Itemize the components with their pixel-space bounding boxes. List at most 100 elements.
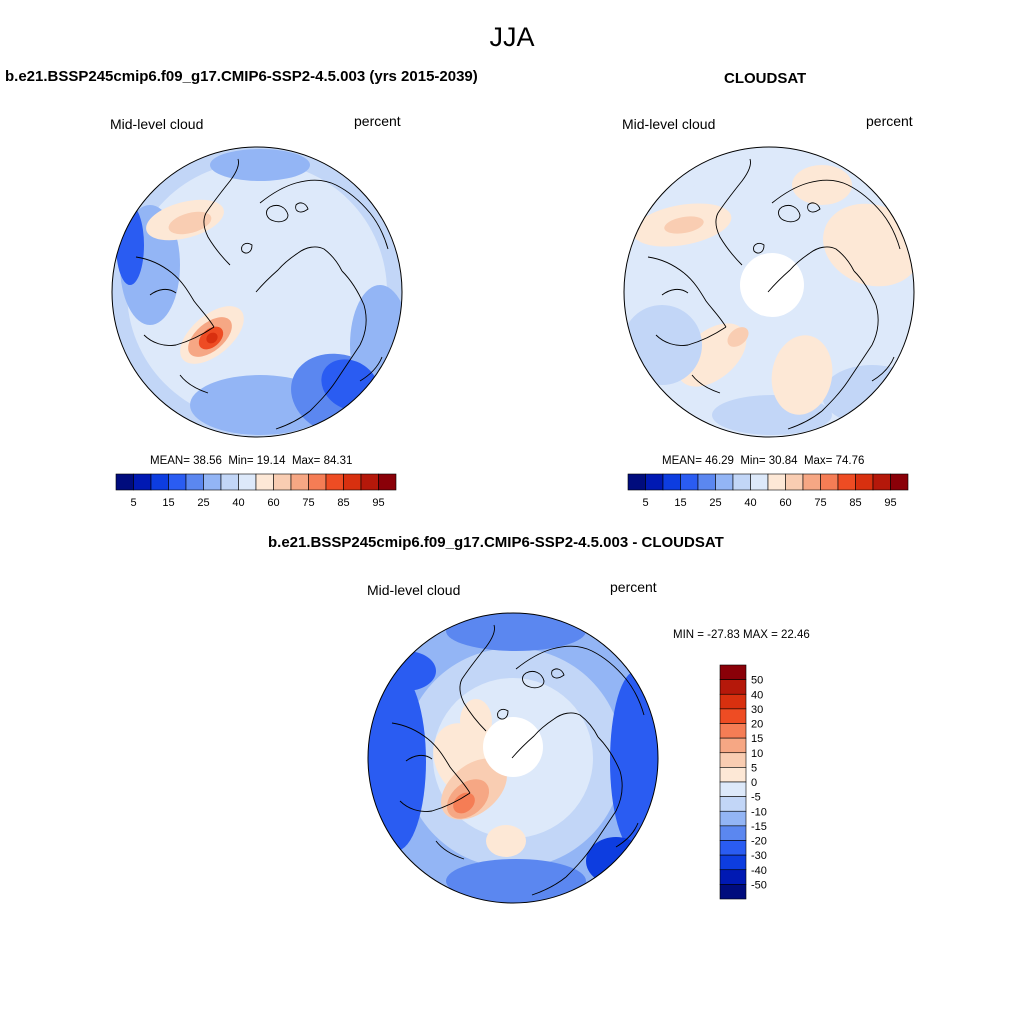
panel1-colorbar-box [290,473,309,491]
panel2-title: CLOUDSAT [724,70,807,87]
coastline [275,410,311,430]
panel2-colorbar-tick: 40 [744,497,756,509]
panel1-colorbar-tick: 5 [130,497,136,509]
coastline [459,678,487,732]
panel1-colorbar-tick: 75 [302,497,314,509]
panel1-max-label: Max= [291,455,321,467]
panel3-colorbar-box [719,767,747,783]
panel1-min-value: 19.14 [256,455,286,467]
panel1-mean-value: 38.56 [193,455,222,467]
coastline [565,810,617,878]
coastline [531,876,567,896]
map-boundary [623,146,915,438]
filled-contours [624,147,914,437]
coastline [522,670,545,689]
panel2-colorbar-box [750,473,769,491]
coastline [335,184,389,250]
panel3-colorbar-tick: 30 [751,704,763,716]
panel2-units-label: percent [866,113,913,129]
coastlines [391,624,645,896]
coastline [297,246,343,272]
coastline [295,202,309,213]
coastline [309,344,361,412]
panel2-max-value: 74.76 [835,455,865,467]
panel1-colorbar-tick: 95 [372,497,384,509]
panel2-colorbar-box [732,473,751,491]
panel3-colorbar-tick: -15 [751,821,767,833]
panel3-colorbar-tick: 15 [751,733,763,745]
panel2-colorbar-tick: 95 [884,497,896,509]
coastline [399,792,471,812]
panel1-colorbar-box [238,473,257,491]
panel3-colorbar-tick: -30 [751,850,767,862]
coastline [767,252,811,293]
figure-title: JJA [489,22,535,52]
panel2-min-value: 30.84 [768,455,798,467]
panel1-polar-map [111,146,403,438]
panel2-colorbar-box [785,473,804,491]
panel2-colorbar-box [680,473,699,491]
contour-region [453,792,475,814]
coastline [691,374,721,394]
panel3-colorbar-box [719,737,747,754]
coastline [497,708,509,720]
coastline [771,179,849,204]
panel1-colorbar-box [255,473,274,491]
coastline [405,754,433,762]
contour-region [823,203,914,287]
panel3-colorbar-tick: 5 [751,762,757,774]
panel1-colorbar-tick: 25 [197,497,209,509]
panel3-title: b.e21.BSSP245cmip6.f09_g17.CMIP6-SSP2-4.… [268,534,724,551]
contour-region [446,613,586,651]
panel3-colorbar-box [719,781,747,797]
contour-region [664,216,704,234]
panel2-colorbar-tick: 75 [814,497,826,509]
coastline [171,272,215,328]
panel3-colorbar-tick: -20 [751,836,767,848]
panel2-polar-map [623,146,915,438]
contour-region [446,859,586,903]
coastline [359,356,383,382]
coastline [591,650,645,716]
coastline [255,252,299,293]
contour-region [376,651,436,691]
panel3-colorbar-tick: 10 [751,748,763,760]
panel1-colorbar-tick: 85 [337,497,349,509]
panel1-colorbar-tick: 40 [232,497,244,509]
panel3-colorbar-box [719,723,747,739]
contour-region [210,149,310,181]
panel3-colorbar-tick: 40 [751,689,763,701]
filled-contours [112,147,402,437]
contour-region [610,671,658,851]
panel3-minmax: MIN = -27.83 MAX = 22.46 [673,629,810,641]
panel3-colorbar-box [719,752,747,768]
panel3-colorbar-box [719,679,747,695]
coastline [853,270,879,346]
contour-region [792,165,852,205]
coastline [179,374,209,394]
panel1-colorbar-box [133,473,152,491]
panel3-colorbar-tick: -50 [751,879,767,891]
panel1-stats: MEAN= 38.56 Min= 19.14 Max= 84.31 [150,455,352,467]
panel3-colorbar-box [719,854,747,871]
coastline [807,202,821,213]
coastline [787,410,823,430]
panel3-units-label: percent [610,579,657,595]
contour-region [486,825,526,857]
contour-region [368,671,426,851]
coastline [551,668,565,679]
coastline [753,242,765,254]
panel3-colorbar-box [719,825,747,841]
coastline [553,712,599,738]
panel1-colorbar-box [343,473,362,491]
coastline [809,246,855,272]
panel2-colorbar-box [837,473,856,491]
missing-data-region [483,717,543,777]
panel3-colorbar-box [719,796,747,812]
coastline [661,288,689,296]
panel1-colorbar-tick: 15 [162,497,174,509]
panel2-colorbar-box [872,473,891,491]
panel2-colorbar-tick: 5 [642,497,648,509]
panel1-title: b.e21.BSSP245cmip6.f09_g17.CMIP6-SSP2-4.… [5,68,478,85]
